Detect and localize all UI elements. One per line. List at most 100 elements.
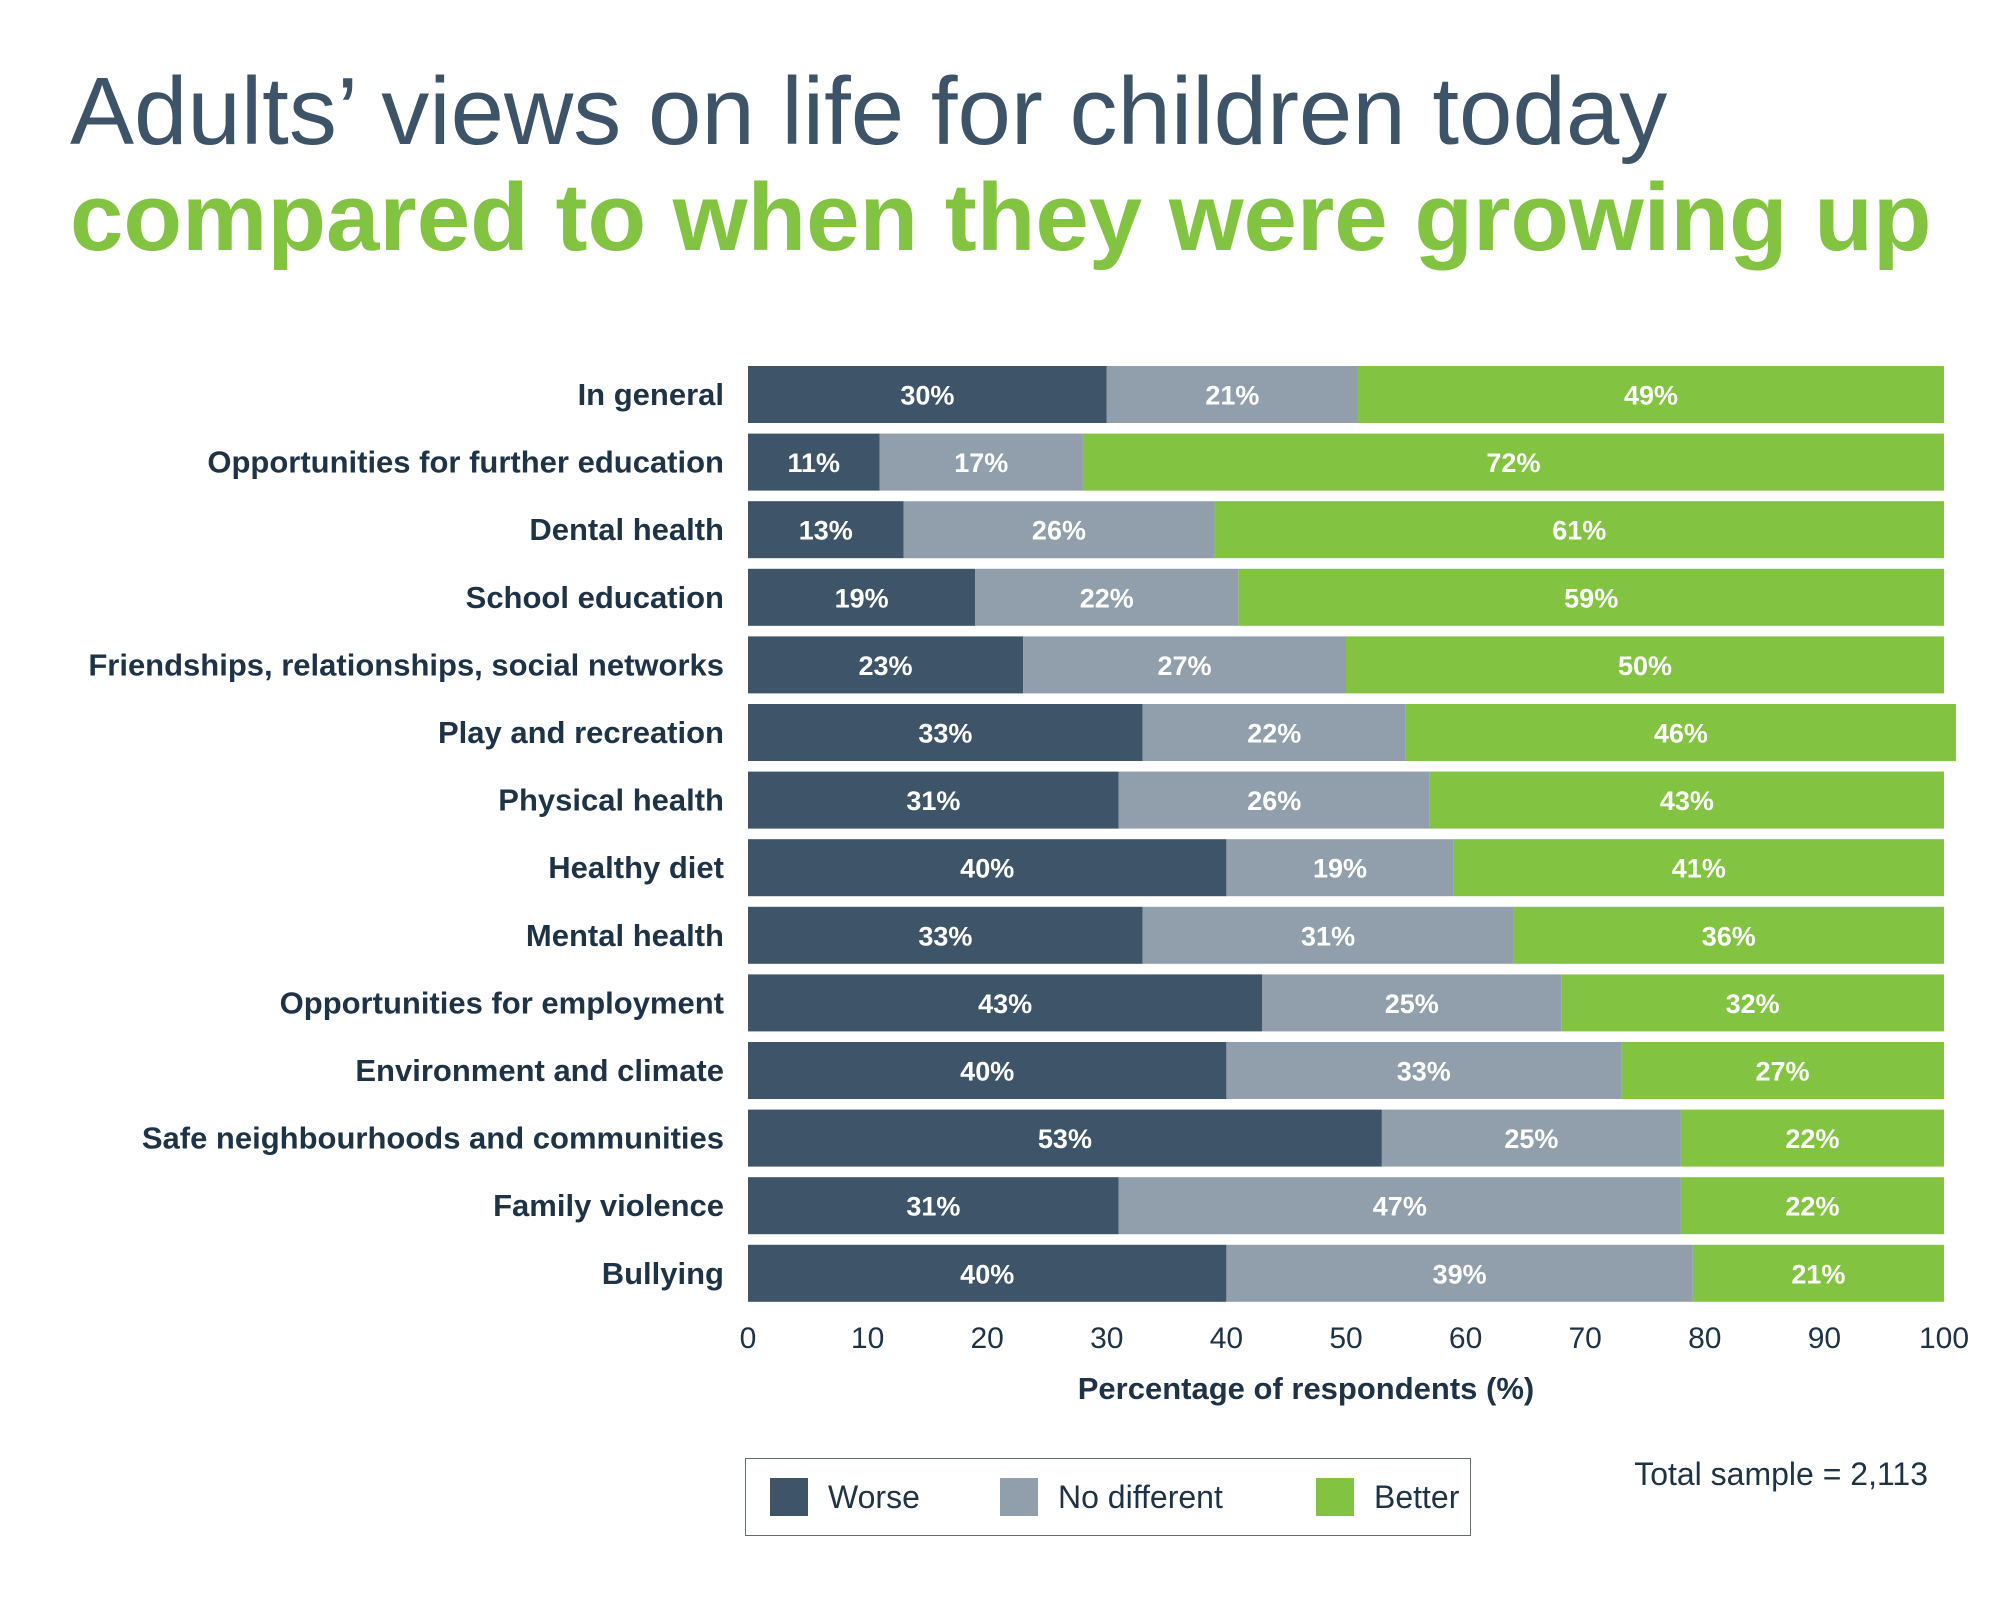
data-label-worse-in-general: 30% bbox=[900, 381, 954, 411]
bar-worse-mental-health bbox=[748, 906, 1143, 964]
category-label-healthy-diet: Healthy diet bbox=[548, 850, 724, 885]
bar-worse-school-education bbox=[748, 568, 976, 626]
bar-no-different-bullying bbox=[1226, 1244, 1693, 1302]
legend-label-better: Better bbox=[1374, 1478, 1460, 1515]
data-label-better-opportunities-for-employment: 32% bbox=[1726, 989, 1780, 1019]
category-labels: In general Opportunities for further educ… bbox=[88, 377, 724, 1291]
bar-no-different-environment-and-climate bbox=[1226, 1042, 1622, 1099]
bar-better-environment-and-climate bbox=[1621, 1042, 1944, 1099]
total-sample-note: Total sample = 2,113 bbox=[1634, 1456, 1928, 1492]
bar-better-in-general bbox=[1357, 366, 1944, 423]
x-tick-label-70: 70 bbox=[1569, 1322, 1602, 1355]
x-tick-label-100: 100 bbox=[1919, 1322, 1969, 1355]
category-label-bullying: Bullying bbox=[602, 1256, 724, 1291]
data-label-better-friendships-relationships-social-networks: 50% bbox=[1618, 651, 1672, 681]
legend: Worse No different Better bbox=[745, 1458, 1471, 1536]
data-label-worse-opportunities-for-employment: 43% bbox=[978, 989, 1032, 1019]
data-label-no-different-bullying: 39% bbox=[1433, 1259, 1487, 1289]
category-label-school-education: School education bbox=[466, 580, 724, 615]
data-label-no-different-mental-health: 31% bbox=[1301, 921, 1355, 951]
data-label-no-different-environment-and-climate: 33% bbox=[1397, 1057, 1451, 1087]
legend-swatch-better bbox=[1316, 1478, 1354, 1516]
bar-no-different-opportunities-for-employment bbox=[1262, 974, 1562, 1032]
x-tick-label-30: 30 bbox=[1090, 1322, 1123, 1355]
bar-better-opportunities-for-further-education bbox=[1082, 433, 1944, 491]
chart-title-line-1: Adults’ views on life for children today bbox=[70, 58, 1668, 165]
bar-segments bbox=[748, 366, 1956, 1302]
data-label-better-in-general: 49% bbox=[1624, 381, 1678, 411]
legend-swatch-worse bbox=[770, 1478, 808, 1516]
x-axis-title: Percentage of respondents (%) bbox=[1078, 1371, 1534, 1406]
x-tick-label-50: 50 bbox=[1329, 1322, 1362, 1355]
chart-title-line-2: compared to when they were growing up bbox=[70, 164, 1932, 271]
bar-no-different-mental-health bbox=[1142, 906, 1514, 964]
bar-no-different-in-general bbox=[1106, 366, 1358, 423]
data-label-no-different-school-education: 22% bbox=[1080, 583, 1134, 613]
category-label-opportunities-for-further-education: Opportunities for further education bbox=[207, 445, 724, 480]
data-label-worse-healthy-diet: 40% bbox=[960, 854, 1014, 884]
bar-better-safe-neighbourhoods-and-communities bbox=[1680, 1109, 1944, 1167]
bar-worse-safe-neighbourhoods-and-communities bbox=[748, 1109, 1382, 1167]
bar-better-dental-health bbox=[1214, 501, 1944, 559]
bar-better-healthy-diet bbox=[1453, 839, 1944, 897]
legend-label-worse: Worse bbox=[828, 1478, 920, 1515]
data-label-better-physical-health: 43% bbox=[1660, 786, 1714, 816]
data-label-worse-play-and-recreation: 33% bbox=[918, 719, 972, 749]
data-label-no-different-family-violence: 47% bbox=[1373, 1192, 1427, 1222]
category-label-family-violence: Family violence bbox=[493, 1188, 724, 1223]
bar-better-bullying bbox=[1692, 1244, 1944, 1302]
category-label-friendships-relationships-social-networks: Friendships, relationships, social netwo… bbox=[88, 647, 724, 682]
legend-item-worse: Worse bbox=[770, 1459, 920, 1535]
data-label-better-mental-health: 36% bbox=[1702, 921, 1756, 951]
data-label-no-different-play-and-recreation: 22% bbox=[1247, 719, 1301, 749]
category-label-environment-and-climate: Environment and climate bbox=[355, 1053, 724, 1088]
x-axis-ticks: 0 10 20 30 40 50 60 70 80 90 100 bbox=[740, 1322, 1969, 1355]
category-label-dental-health: Dental health bbox=[529, 512, 724, 547]
category-label-in-general: In general bbox=[578, 377, 724, 412]
bar-no-different-friendships-relationships-social-networks bbox=[1023, 636, 1346, 694]
bar-better-mental-health bbox=[1513, 906, 1944, 964]
bar-better-opportunities-for-employment bbox=[1561, 974, 1944, 1032]
data-label-no-different-opportunities-for-further-education: 17% bbox=[954, 448, 1008, 478]
bar-worse-opportunities-for-employment bbox=[748, 974, 1263, 1032]
bar-worse-family-violence bbox=[748, 1177, 1119, 1235]
data-label-worse-opportunities-for-further-education: 11% bbox=[787, 448, 840, 478]
bar-no-different-family-violence bbox=[1118, 1177, 1681, 1235]
data-label-worse-mental-health: 33% bbox=[918, 921, 972, 951]
bar-no-different-safe-neighbourhoods-and-communities bbox=[1381, 1109, 1681, 1167]
data-label-worse-friendships-relationships-social-networks: 23% bbox=[859, 651, 913, 681]
bar-worse-healthy-diet bbox=[748, 839, 1227, 897]
data-label-better-healthy-diet: 41% bbox=[1672, 854, 1726, 884]
bar-worse-physical-health bbox=[748, 771, 1119, 829]
x-tick-label-40: 40 bbox=[1210, 1322, 1243, 1355]
bar-no-different-opportunities-for-further-education bbox=[879, 433, 1083, 491]
bar-no-different-physical-health bbox=[1118, 771, 1430, 829]
category-label-mental-health: Mental health bbox=[526, 918, 724, 953]
bar-no-different-dental-health bbox=[903, 501, 1215, 559]
x-tick-label-0: 0 bbox=[740, 1322, 757, 1355]
data-label-no-different-in-general: 21% bbox=[1205, 381, 1259, 411]
data-label-no-different-healthy-diet: 19% bbox=[1313, 854, 1367, 884]
data-label-worse-physical-health: 31% bbox=[906, 786, 960, 816]
data-label-no-different-friendships-relationships-social-networks: 27% bbox=[1158, 651, 1212, 681]
data-label-worse-environment-and-climate: 40% bbox=[960, 1057, 1014, 1087]
data-label-better-school-education: 59% bbox=[1564, 583, 1618, 613]
legend-label-no-different: No different bbox=[1058, 1478, 1223, 1515]
data-label-worse-safe-neighbourhoods-and-communities: 53% bbox=[1038, 1124, 1092, 1154]
bar-no-different-school-education bbox=[975, 568, 1239, 626]
data-label-worse-dental-health: 13% bbox=[799, 516, 853, 546]
x-tick-label-60: 60 bbox=[1449, 1322, 1482, 1355]
data-label-better-environment-and-climate: 27% bbox=[1756, 1057, 1810, 1087]
legend-swatch-no-different bbox=[1000, 1478, 1038, 1516]
data-label-no-different-dental-health: 26% bbox=[1032, 516, 1086, 546]
category-label-physical-health: Physical health bbox=[498, 783, 724, 818]
bar-worse-in-general bbox=[748, 366, 1107, 423]
data-label-better-opportunities-for-further-education: 72% bbox=[1486, 448, 1540, 478]
bar-worse-environment-and-climate bbox=[748, 1042, 1227, 1099]
category-label-safe-neighbourhoods-and-communities: Safe neighbourhoods and communities bbox=[142, 1121, 724, 1156]
data-label-no-different-safe-neighbourhoods-and-communities: 25% bbox=[1504, 1124, 1558, 1154]
category-label-play-and-recreation: Play and recreation bbox=[438, 715, 724, 750]
bar-worse-opportunities-for-further-education bbox=[748, 433, 880, 491]
x-tick-label-10: 10 bbox=[851, 1322, 884, 1355]
